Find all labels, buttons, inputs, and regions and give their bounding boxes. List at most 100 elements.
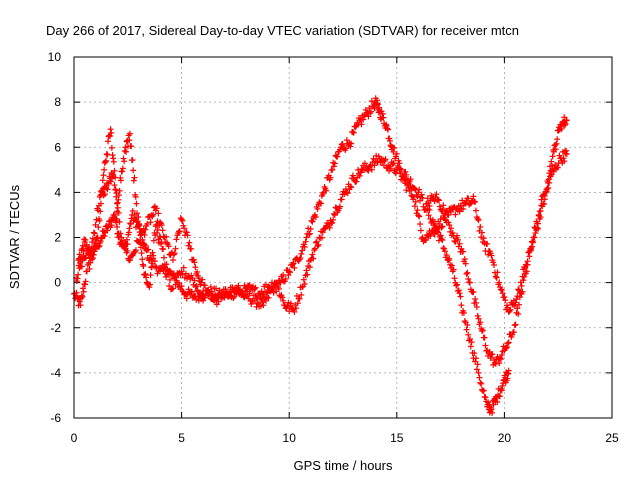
- data-point: [251, 285, 258, 292]
- data-point: [129, 157, 136, 164]
- data-point: [83, 254, 90, 261]
- chart-title: Day 266 of 2017, Sidereal Day-to-day VTE…: [46, 23, 519, 38]
- data-points: [71, 95, 570, 416]
- data-point: [244, 288, 251, 295]
- data-point: [104, 151, 111, 158]
- data-point: [390, 148, 397, 155]
- data-point: [265, 294, 272, 301]
- data-point: [154, 226, 161, 233]
- data-point: [538, 196, 545, 203]
- data-point: [165, 243, 172, 250]
- data-point: [73, 289, 80, 296]
- data-point: [127, 221, 134, 228]
- data-point: [111, 182, 118, 189]
- data-point: [520, 277, 527, 284]
- data-point: [155, 210, 162, 217]
- data-point: [343, 145, 350, 152]
- data-point: [368, 166, 375, 173]
- data-point: [356, 117, 363, 124]
- data-point: [193, 283, 200, 290]
- data-point: [172, 273, 179, 280]
- data-point: [329, 219, 336, 226]
- data-point: [127, 220, 134, 227]
- data-point: [436, 203, 443, 210]
- data-point: [94, 234, 101, 241]
- data-point: [347, 143, 354, 150]
- data-point: [455, 287, 462, 294]
- data-point: [306, 264, 313, 271]
- data-point: [176, 228, 183, 235]
- data-point: [305, 231, 312, 238]
- data-point: [417, 221, 424, 228]
- data-point: [371, 162, 378, 169]
- data-point: [181, 225, 188, 232]
- data-point: [489, 351, 496, 358]
- data-point: [141, 241, 148, 248]
- data-point: [132, 193, 139, 200]
- data-point: [213, 285, 220, 292]
- y-tick-label: 4: [54, 185, 61, 199]
- data-point: [510, 329, 517, 336]
- data-point: [471, 198, 478, 205]
- data-point: [516, 301, 523, 308]
- data-point: [464, 322, 471, 329]
- data-point: [458, 302, 465, 309]
- data-point: [287, 300, 294, 307]
- tick-labels: 0 5 10 15 20 25 -6 -4 -2 0 2 4 6 8 10: [48, 50, 619, 445]
- data-point: [348, 184, 355, 191]
- data-point: [473, 304, 480, 311]
- data-point: [496, 279, 503, 286]
- data-point: [113, 215, 120, 222]
- data-point: [475, 315, 482, 322]
- data-point: [512, 299, 519, 306]
- data-point: [522, 264, 529, 271]
- data-point: [143, 274, 150, 281]
- data-point: [319, 229, 326, 236]
- data-point: [133, 200, 140, 207]
- data-point: [553, 140, 560, 147]
- data-point: [111, 167, 118, 174]
- data-point: [465, 195, 472, 202]
- data-point: [126, 225, 133, 232]
- data-point: [493, 274, 500, 281]
- data-point: [199, 276, 206, 283]
- data-point: [479, 229, 486, 236]
- data-point: [165, 271, 172, 278]
- data-point: [207, 289, 214, 296]
- data-point: [124, 247, 131, 254]
- data-point: [86, 255, 93, 262]
- data-point: [166, 282, 173, 289]
- data-point: [403, 171, 410, 178]
- data-point: [481, 334, 488, 341]
- data-point: [109, 152, 116, 159]
- data-point: [100, 228, 107, 235]
- data-point: [389, 161, 396, 168]
- data-point: [552, 146, 559, 153]
- data-point: [79, 242, 86, 249]
- data-point: [467, 343, 474, 350]
- data-point: [122, 241, 129, 248]
- data-point: [95, 224, 102, 231]
- data-point: [368, 98, 375, 105]
- data-point: [473, 366, 480, 373]
- data-point: [178, 268, 185, 275]
- data-point: [188, 245, 195, 252]
- data-point: [532, 225, 539, 232]
- data-point: [275, 285, 282, 292]
- data-point: [496, 360, 503, 367]
- data-point: [527, 245, 534, 252]
- y-tick-label: 8: [54, 95, 61, 109]
- data-point: [526, 253, 533, 260]
- data-point: [148, 263, 155, 270]
- data-point: [297, 254, 304, 261]
- data-point: [147, 219, 154, 226]
- data-point: [215, 298, 222, 305]
- data-point: [347, 183, 354, 190]
- data-point: [289, 261, 296, 268]
- data-point: [232, 289, 239, 296]
- data-point: [329, 166, 336, 173]
- data-point: [439, 237, 446, 244]
- data-point: [380, 114, 387, 121]
- data-point: [169, 257, 176, 264]
- data-point: [130, 177, 137, 184]
